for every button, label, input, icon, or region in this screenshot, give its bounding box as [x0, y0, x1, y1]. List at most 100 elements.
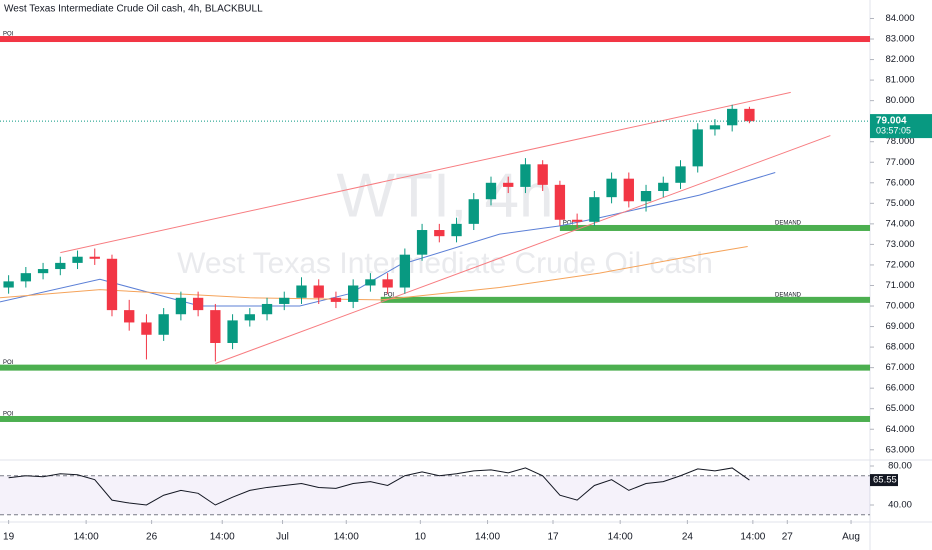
- candle-body: [485, 182, 497, 200]
- candle-body: [744, 108, 755, 122]
- y-tick-label: 73.000: [885, 239, 914, 250]
- candle-body: [709, 125, 721, 130]
- rsi-last-box: [870, 474, 898, 487]
- candle-body: [658, 182, 669, 192]
- candle-body: [399, 254, 411, 288]
- last-price-label: 79.004: [876, 116, 907, 127]
- candle-body: [468, 199, 479, 224]
- y-tick-label: 71.000: [885, 280, 914, 291]
- x-tick-label: 14:00: [475, 532, 500, 543]
- countdown-label: 03:57:05: [876, 125, 911, 135]
- candle-body: [3, 281, 14, 288]
- y-tick-label: 76.000: [885, 177, 914, 188]
- candle-body: [554, 184, 566, 220]
- level-label: POI: [3, 412, 14, 418]
- y-tick-label: 69.000: [885, 321, 914, 332]
- y-tick-label: 64.000: [885, 424, 914, 435]
- candle-body: [313, 285, 324, 298]
- y-tick-label: 67.000: [885, 362, 914, 373]
- candle-body: [623, 178, 634, 202]
- x-tick-label: 14:00: [74, 532, 99, 543]
- level-line: [0, 364, 870, 371]
- candle-body: [727, 108, 738, 126]
- overlay-line: [215, 135, 831, 364]
- level-label: POI: [3, 32, 14, 38]
- x-tick-label: Aug: [842, 532, 860, 543]
- candle-body: [55, 262, 66, 270]
- candle-body: [106, 258, 118, 311]
- x-tick-label: 10: [415, 532, 427, 543]
- x-tick-label: 14:00: [210, 532, 235, 543]
- rsi-tick-label: 40.00: [888, 500, 912, 511]
- level-line: [0, 36, 870, 43]
- y-tick-label: 75.000: [885, 198, 914, 209]
- overlay-line: [60, 91, 791, 254]
- candle-body: [20, 273, 32, 282]
- level-label: POI: [384, 292, 395, 298]
- candle-body: [175, 297, 187, 315]
- candle-body: [37, 269, 49, 274]
- candle-body: [606, 178, 617, 198]
- x-tick-label: Jul: [276, 532, 289, 543]
- candle-body: [296, 285, 307, 298]
- x-tick-label: 17: [547, 532, 559, 543]
- x-tick-label: 24: [682, 532, 694, 543]
- candle-body: [451, 223, 462, 237]
- y-tick-label: 81.000: [885, 75, 914, 86]
- x-tick-label: 14:00: [334, 532, 359, 543]
- candle-body: [675, 166, 686, 183]
- chart-title: West Texas Intermediate Crude Oil cash, …: [4, 4, 263, 15]
- candle-body: [227, 320, 238, 343]
- y-tick-label: 84.000: [885, 13, 914, 24]
- candle-body: [640, 191, 652, 202]
- y-tick-label: 82.000: [885, 54, 914, 65]
- level-label: DEMAND: [775, 221, 802, 227]
- candle-body: [416, 230, 428, 255]
- candle-body: [141, 322, 152, 335]
- x-tick-label: 19: [3, 532, 15, 543]
- y-tick-label: 83.000: [885, 34, 914, 45]
- candle-body: [158, 314, 169, 335]
- candle-body: [348, 285, 359, 302]
- y-tick-label: 70.000: [885, 301, 914, 312]
- y-tick-label: 63.000: [885, 444, 914, 455]
- candle-body: [503, 182, 514, 187]
- level-line: [0, 415, 870, 422]
- y-tick-label: 72.000: [885, 259, 914, 270]
- candle-body: [72, 256, 83, 263]
- overlay-line: [0, 172, 776, 307]
- rsi-line: [8, 467, 750, 506]
- rsi-last-label: 65.55: [873, 475, 897, 486]
- x-tick-label: 27: [782, 532, 794, 543]
- y-tick-label: 80.000: [885, 95, 914, 106]
- candle-body: [244, 314, 255, 321]
- y-tick-label: 65.000: [885, 403, 914, 414]
- candle-body: [124, 310, 135, 323]
- level-label: DEMAND: [775, 292, 802, 298]
- y-tick-label: 78.000: [885, 136, 914, 147]
- candle-body: [330, 297, 342, 302]
- candle-body: [261, 303, 273, 315]
- candle-body: [382, 279, 393, 288]
- candle-body: [571, 219, 583, 222]
- candle-body: [210, 310, 221, 343]
- candle-body: [520, 164, 531, 187]
- level-label: POI: [563, 221, 574, 227]
- candle-body: [279, 297, 290, 304]
- last-price-box: [870, 114, 932, 139]
- y-tick-label: 74.000: [885, 218, 914, 229]
- candle-body: [89, 256, 100, 259]
- candle-body: [692, 129, 703, 167]
- watermark: WTI, 4h: [336, 161, 553, 230]
- overlay-line: [0, 245, 748, 301]
- candle-body: [589, 197, 600, 222]
- x-tick-label: 14:00: [608, 532, 633, 543]
- level-label: POI: [3, 360, 14, 366]
- y-tick-label: 66.000: [885, 383, 914, 394]
- x-tick-label: 26: [146, 532, 158, 543]
- watermark-subtitle: West Texas Intermediate Crude Oil cash: [177, 247, 713, 280]
- rsi-tick-label: 80.00: [888, 461, 912, 472]
- level-line: [380, 296, 870, 303]
